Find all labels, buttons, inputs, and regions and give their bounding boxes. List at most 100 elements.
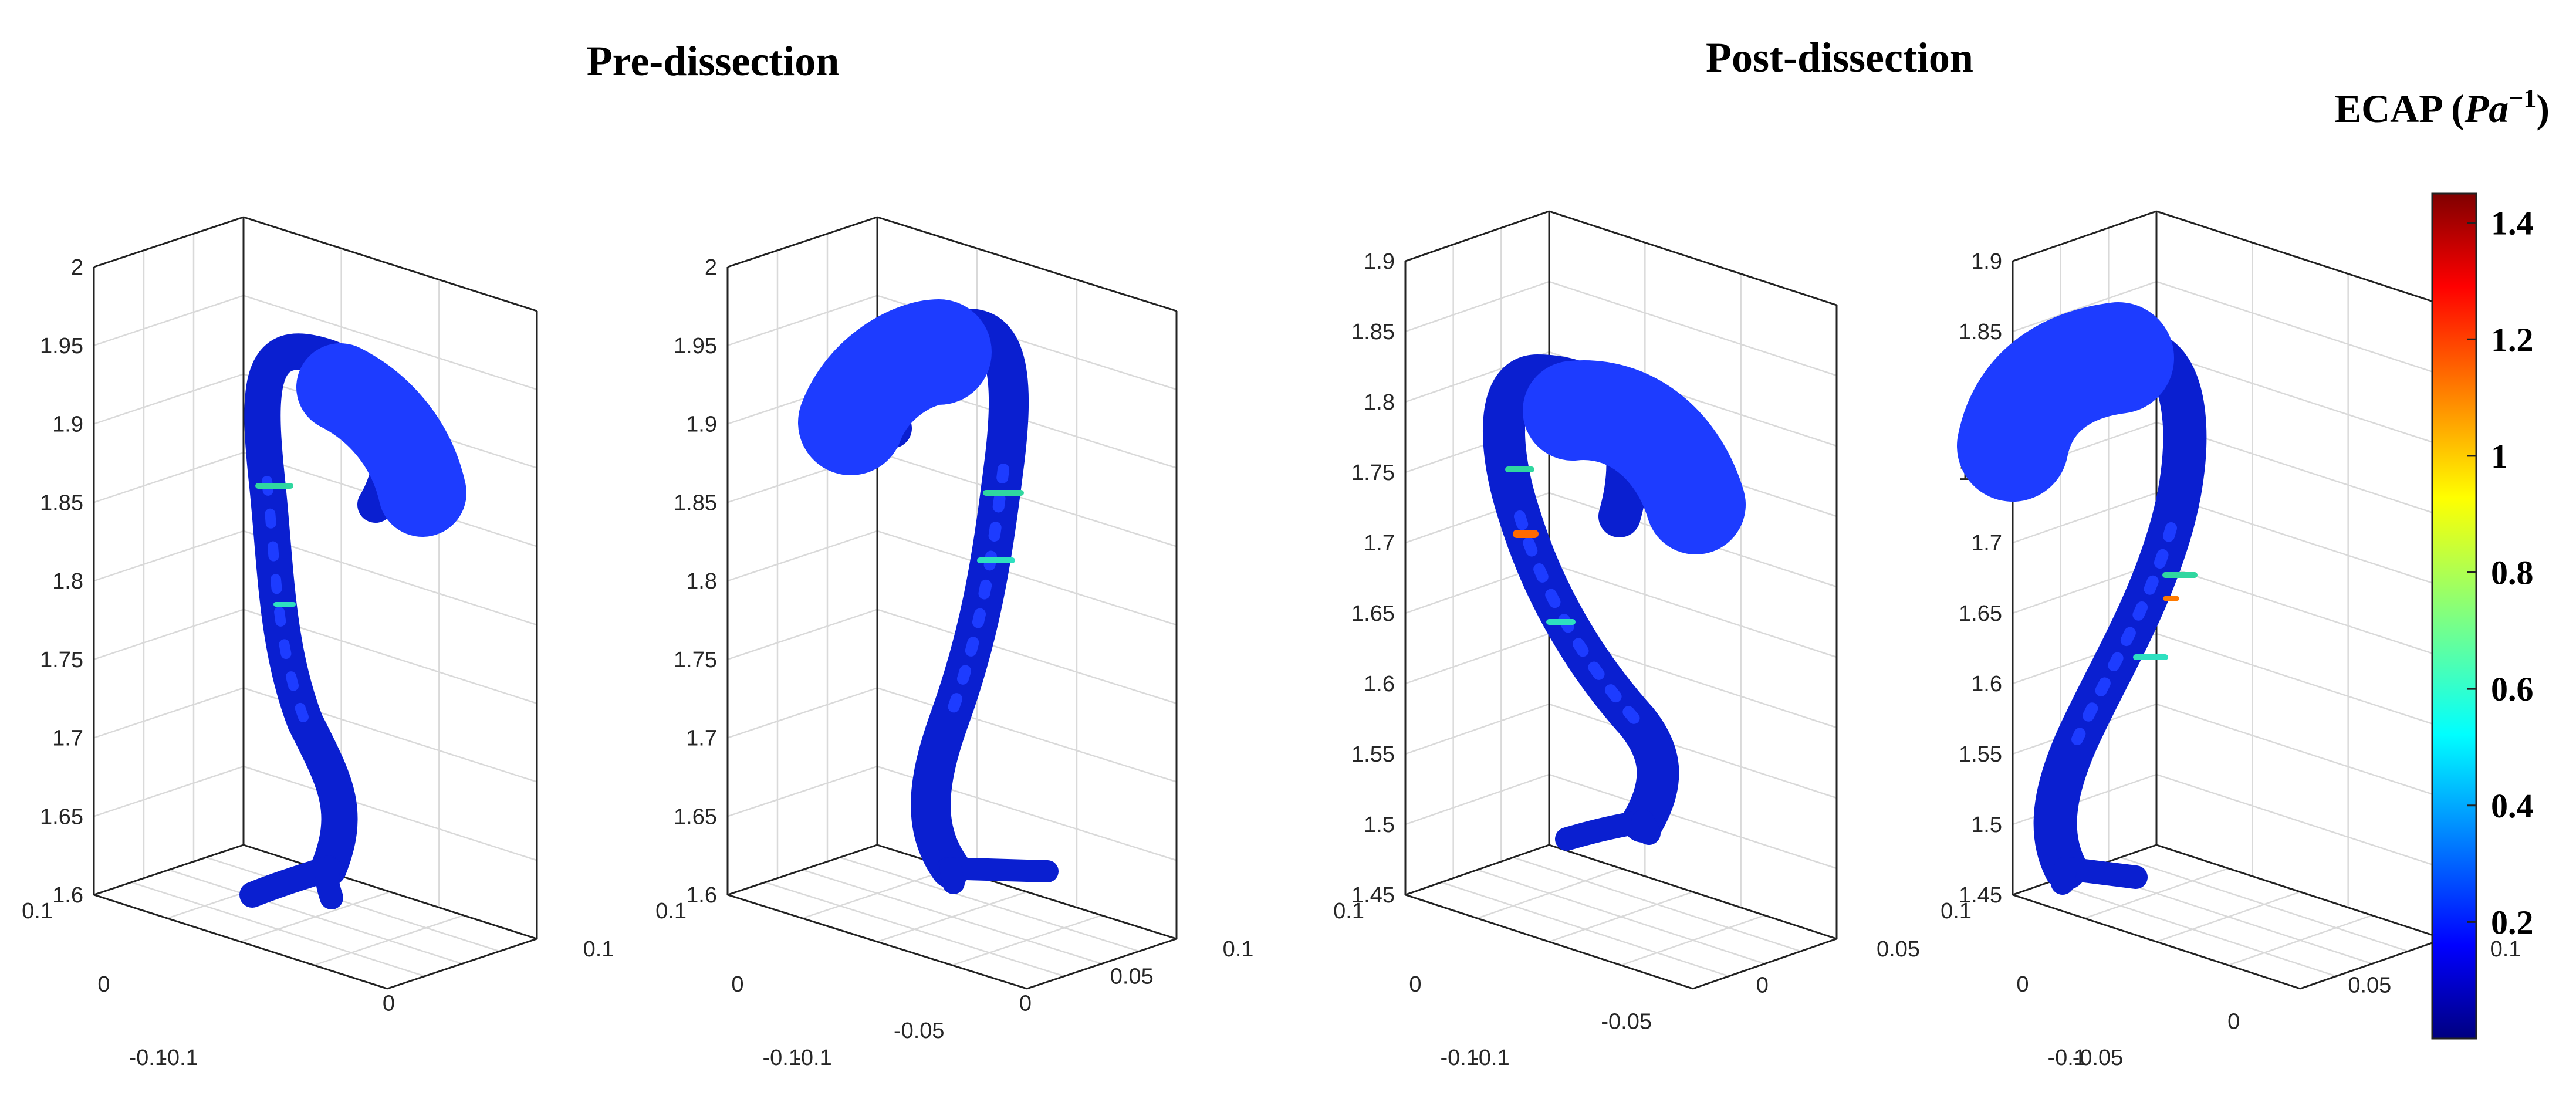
z-tick-label: 1.85 (1959, 320, 2002, 344)
gridline (243, 766, 537, 861)
aorta-surface-post-1 (1483, 354, 1746, 851)
gridline (2156, 703, 2445, 799)
x-tick-label: -0.1 (793, 1046, 831, 1070)
gridline (1549, 280, 1837, 377)
colorbar-gradient (2431, 192, 2477, 1040)
gridline (93, 373, 244, 425)
z-tick-label: 1.5 (1364, 813, 1395, 837)
z-tick-label: 2 (705, 255, 717, 280)
x-tick-label: 0.1 (583, 937, 614, 962)
z-tick-label: 1.8 (52, 569, 83, 594)
gridline (93, 452, 244, 503)
gridline (2012, 280, 2157, 333)
z-tick-label: 1.9 (686, 412, 717, 437)
x-tick-label: 0 (1019, 992, 1032, 1016)
gridline (1513, 857, 1801, 952)
gridline (243, 295, 537, 390)
x-tick-label: -0.1 (160, 1046, 198, 1070)
gridline (243, 530, 537, 626)
gridline (1405, 633, 1550, 685)
x-tick-label: 0.1 (2490, 937, 2521, 962)
axis-edge (387, 938, 537, 990)
z-tick-label: 1.7 (52, 726, 83, 751)
z-tick-label: 1.6 (1364, 672, 1395, 696)
z-tick-label: 1.6 (1971, 672, 2002, 696)
x-tick-label: -0.05 (894, 1019, 945, 1043)
post-dissection-title: Post-dissection (1706, 34, 1973, 81)
x-tick-label: -0.1 (1471, 1046, 1509, 1070)
y-tick-label: -0.1 (1441, 1046, 1479, 1070)
y-tick-label: -0.1 (763, 1046, 801, 1070)
gridline (1549, 773, 1837, 870)
gridline (2156, 562, 2445, 658)
axis-edge (1405, 894, 1693, 990)
axis-edge (243, 844, 537, 940)
axis-edge (2300, 938, 2445, 990)
z-tick-label: 1.75 (40, 648, 83, 672)
axis-edge (2156, 210, 2445, 306)
gridline (727, 295, 878, 346)
axis-edge (1405, 844, 1550, 896)
ecap-colorbar: ECAP (Pa−1) 1.4 1.2 1 0.8 0.6 0.4 0.2 (2335, 84, 2550, 1040)
axis-edge (1549, 844, 1837, 940)
z-tick-label: 1.5 (1971, 813, 2002, 837)
pre-dissection-title: Pre-dissection (587, 38, 840, 84)
x-tick-label: -0.05 (1601, 1009, 1652, 1034)
axis-edge (1405, 210, 1550, 262)
x-tick-label: 0.05 (1877, 937, 1920, 962)
axis-edge (93, 216, 244, 268)
z-tick-label: 1.9 (1364, 249, 1395, 274)
gridline (2156, 773, 2445, 870)
gridline (877, 608, 1177, 704)
y-tick-label: -0.1 (2048, 1046, 2086, 1070)
panel-post-view-1: 1.9 1.85 1.8 1.75 1.7 1.65 1.6 1.55 1.5 1.450.1 0 -… (1333, 210, 1920, 1070)
gridline (1405, 703, 1550, 755)
y-tick-label: 0.1 (22, 899, 53, 924)
colorbar-tick-label: 1.2 (2491, 320, 2534, 359)
x-tick-label: 0.05 (2348, 973, 2391, 998)
gridline (168, 869, 462, 965)
gridline (2228, 914, 2372, 966)
axis-edge (93, 894, 388, 990)
colorbar-tick-label: 1 (2491, 437, 2508, 475)
z-tick-label: 1.65 (674, 804, 717, 829)
axis-edge (877, 216, 1177, 312)
colorbar-tick-label: 0.6 (2491, 670, 2534, 708)
z-tick-label: 1.95 (674, 334, 717, 359)
axis-edge (727, 216, 878, 268)
gridline (2156, 351, 2445, 447)
colorbar-ticks: 1.4 1.2 1 0.8 0.6 0.4 0.2 (2467, 204, 2534, 941)
axis-edge (1549, 210, 1837, 306)
gridline (2156, 492, 2445, 588)
z-tick-label: 1.45 (1959, 883, 2002, 908)
gridline (952, 914, 1102, 966)
gridline (93, 608, 244, 660)
aorta-surface-pre-2 (798, 299, 1059, 894)
colorbar-tick-label: 1.4 (2491, 204, 2534, 242)
axis-edge (1692, 938, 1837, 990)
gridline (2120, 857, 2409, 952)
z-tick-label: 1.9 (1971, 249, 2002, 274)
gridline (313, 914, 464, 966)
axis-edge (727, 894, 1027, 990)
gridline (1549, 562, 1837, 658)
gridline (877, 530, 1177, 626)
y-tick-label: 0 (1409, 972, 1421, 997)
y-tick-label: 0 (97, 972, 110, 997)
z-tick-label: 2 (71, 255, 83, 280)
colorbar-title: ECAP (Pa−1) (2335, 84, 2550, 131)
gridline (727, 608, 878, 660)
colorbar-tick-label: 0.8 (2491, 554, 2534, 592)
x-tick-label: 0 (383, 992, 395, 1016)
z-tick-label: 1.55 (1351, 742, 1395, 767)
gridline (93, 295, 244, 346)
gridline (1477, 869, 1765, 965)
gridline (1405, 773, 1550, 826)
y-tick-label: -0.1 (129, 1046, 167, 1070)
gridline (2012, 492, 2157, 544)
z-tick-label: 1.95 (40, 334, 83, 359)
gridline (2012, 562, 2157, 614)
z-tick-label: 1.6 (52, 883, 83, 908)
z-tick-label: 1.55 (1959, 742, 2002, 767)
